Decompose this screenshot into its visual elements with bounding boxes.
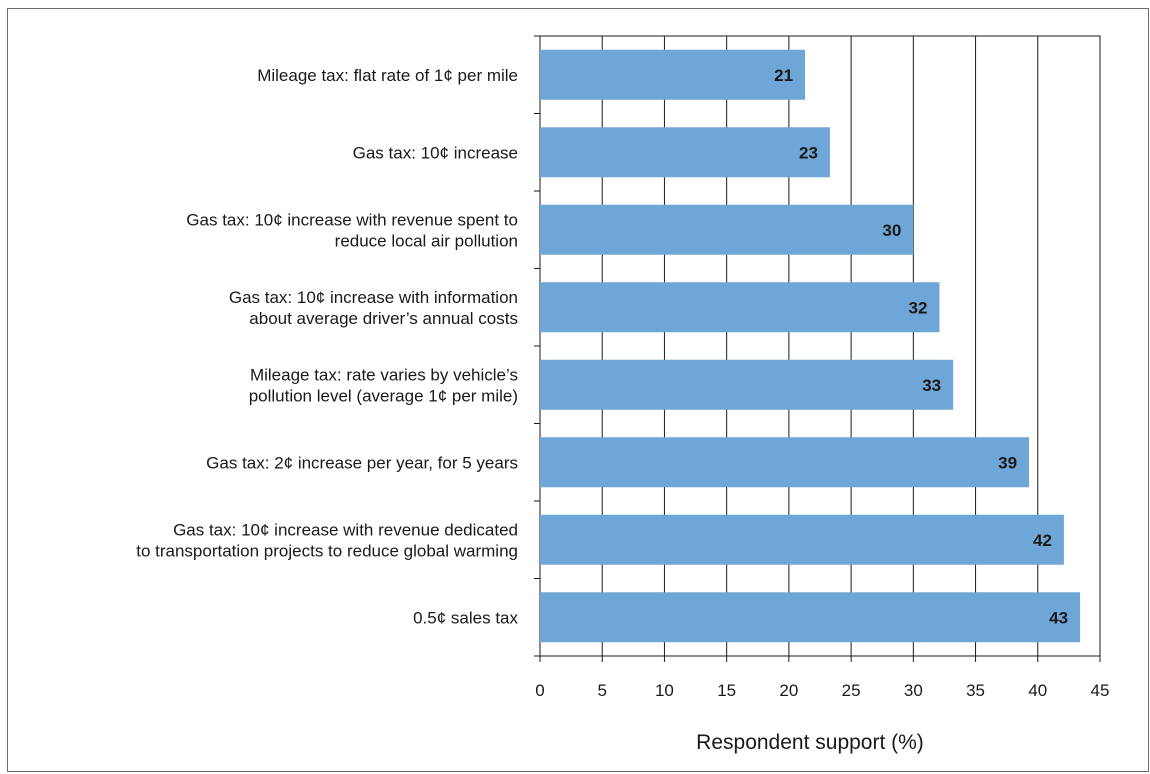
category-label: Gas tax: 10¢ increase with information — [229, 288, 518, 307]
category-label: Gas tax: 10¢ increase with revenue dedic… — [173, 520, 518, 539]
x-tick-label: 20 — [779, 681, 798, 700]
bar — [540, 437, 1030, 488]
data-label: 39 — [998, 453, 1017, 472]
bar — [540, 359, 954, 410]
category-label: Mileage tax: rate varies by vehicle’s — [250, 365, 518, 384]
x-tick-label: 45 — [1091, 681, 1110, 700]
bar — [540, 127, 830, 178]
bar — [540, 592, 1081, 643]
data-label: 32 — [909, 298, 928, 317]
data-label: 43 — [1049, 608, 1068, 627]
category-label: about average driver’s annual costs — [249, 309, 518, 328]
category-label: 0.5¢ sales tax — [413, 608, 518, 627]
x-tick-label: 10 — [655, 681, 674, 700]
x-tick-label: 0 — [535, 681, 544, 700]
category-label: to transportation projects to reduce glo… — [136, 541, 518, 560]
x-tick-label: 40 — [1028, 681, 1047, 700]
category-label: Gas tax: 10¢ increase — [353, 143, 518, 162]
x-tick-label: 25 — [842, 681, 861, 700]
category-label: Gas tax: 2¢ increase per year, for 5 yea… — [206, 453, 518, 472]
x-tick-label: 5 — [597, 681, 606, 700]
data-label: 30 — [882, 221, 901, 240]
data-label: 21 — [774, 66, 793, 85]
plot-area: 0 5 10 15 20 25 30 35 40 45 21 Mileage tax: flat ra… — [136, 35, 1110, 700]
bar — [540, 49, 806, 100]
category-label: Mileage tax: flat rate of 1¢ per mile — [257, 66, 518, 85]
data-label: 42 — [1033, 531, 1052, 550]
data-label: 23 — [799, 143, 818, 162]
category-label: pollution level (average 1¢ per mile) — [249, 386, 518, 405]
category-label: reduce local air pollution — [335, 231, 518, 250]
x-axis-title: Respondent support (%) — [696, 731, 924, 754]
x-tick-label: 35 — [966, 681, 985, 700]
bar — [540, 282, 940, 333]
category-label: Gas tax: 10¢ increase with revenue spent… — [186, 210, 518, 229]
data-label: 33 — [922, 376, 941, 395]
bar — [540, 514, 1064, 565]
x-tick-label: 15 — [717, 681, 736, 700]
chart-frame — [7, 8, 1149, 772]
x-tick-label: 30 — [904, 681, 923, 700]
bar — [540, 204, 914, 255]
